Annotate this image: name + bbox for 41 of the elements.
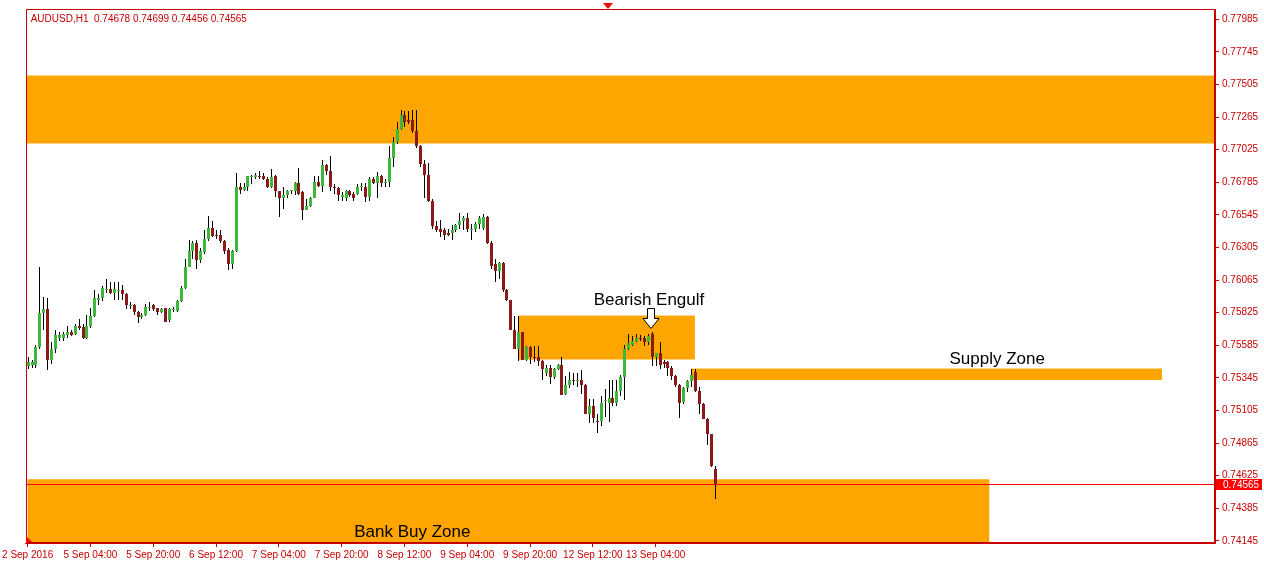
x-tick-label: 9 Sep 04:00: [440, 548, 495, 560]
series-label: Bearish Engulf: [593, 289, 705, 309]
y-tick-label: 0.76785: [1222, 175, 1259, 187]
y-tick-label: 0.76065: [1222, 273, 1259, 285]
x-tick-label: 12 Sep 12:00: [563, 548, 624, 560]
x-tick-label: 5 Sep 20:00: [126, 548, 181, 560]
x-tick-label: 9 Sep 20:00: [503, 548, 558, 560]
y-tick-label: 0.75345: [1222, 371, 1259, 383]
y-tick-label: 0.76305: [1222, 241, 1259, 253]
x-tick-label: 8 Sep 12:00: [377, 548, 432, 560]
y-tick-label: 0.77025: [1222, 143, 1259, 155]
x-tick-label: 13 Sep 04:00: [625, 548, 686, 560]
candlestick: [596, 414, 599, 433]
candlestick: [576, 373, 579, 387]
y-tick-label: 0.77985: [1222, 12, 1259, 24]
series-label: Supply Zone: [949, 348, 1045, 368]
y-tick-label: 0.74145: [1222, 534, 1259, 546]
x-tick-label: 2 Sep 2016: [2, 548, 54, 560]
y-tick-label: 0.77745: [1222, 45, 1259, 57]
candlestick: [604, 389, 607, 417]
y-tick-label: 0.74865: [1222, 436, 1259, 448]
y-tick-label: 0.77505: [1222, 78, 1259, 90]
y-tick-label: 0.75105: [1222, 404, 1259, 416]
chart-title: AUDUSD,H1 0.74678 0.74699 0.74456 0.74565: [30, 12, 248, 24]
y-tick-label: 0.77265: [1222, 110, 1259, 122]
candlestick: [333, 184, 336, 194]
candlestick: [117, 282, 120, 300]
candlestick: [533, 346, 536, 362]
y-tick-label: 0.74625: [1222, 469, 1259, 481]
y-tick-label: 0.75825: [1222, 306, 1259, 318]
candlestick: [572, 373, 575, 385]
x-tick-label: 7 Sep 20:00: [314, 548, 370, 560]
y-tick-label: 0.74385: [1222, 502, 1259, 514]
x-tick-label: 7 Sep 04:00: [251, 548, 307, 560]
series-label: Bank Buy Zone: [354, 521, 471, 541]
x-tick-label: 5 Sep 04:00: [63, 548, 118, 560]
ref-line-label: 0.74565: [1223, 478, 1260, 490]
y-tick-label: 0.75585: [1222, 339, 1259, 351]
y-tick-label: 0.76545: [1222, 208, 1259, 220]
candlestick: [470, 224, 473, 240]
x-tick-label: 6 Sep 12:00: [189, 548, 244, 560]
